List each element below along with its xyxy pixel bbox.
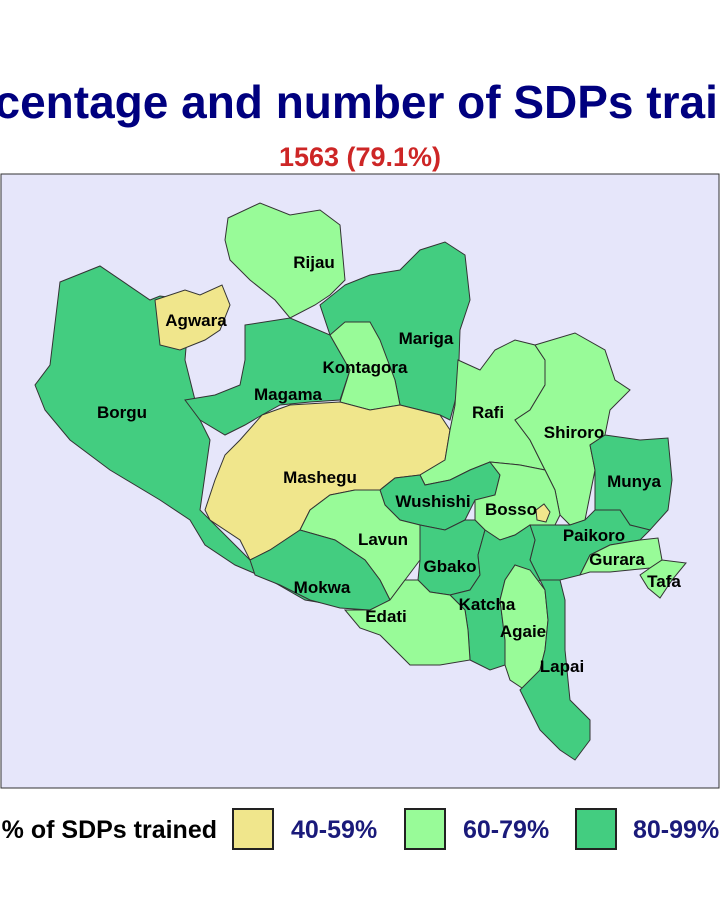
label-mariga: Mariga bbox=[399, 329, 454, 348]
legend-title: % of SDPs trained bbox=[1, 816, 217, 844]
label-agaie: Agaie bbox=[500, 622, 546, 641]
label-lapai: Lapai bbox=[540, 657, 584, 676]
label-borgu: Borgu bbox=[97, 403, 147, 422]
label-tafa: Tafa bbox=[647, 572, 681, 591]
label-bosso: Bosso bbox=[485, 500, 537, 519]
region-tafa[interactable] bbox=[639, 559, 687, 599]
region-lapai[interactable] bbox=[519, 579, 591, 761]
label-gbako: Gbako bbox=[424, 557, 477, 576]
label-agwara: Agwara bbox=[165, 311, 227, 330]
region-edati[interactable] bbox=[343, 579, 471, 666]
legend-swatch-80-99 bbox=[575, 808, 617, 850]
map-subtitle: 1563 (79.1%) bbox=[278, 142, 442, 172]
label-lavun: Lavun bbox=[358, 530, 408, 549]
region-bosso-enclave bbox=[535, 503, 551, 523]
label-gurara: Gurara bbox=[589, 550, 645, 569]
label-edati: Edati bbox=[365, 607, 407, 626]
label-shiroro: Shiroro bbox=[544, 423, 604, 442]
region-kontagora[interactable] bbox=[329, 321, 401, 411]
legend-label-40-59: 40-59% bbox=[291, 816, 378, 844]
label-mashegu: Mashegu bbox=[283, 468, 357, 487]
map-title: Percentage and number of SDPs trained bbox=[0, 76, 720, 128]
label-rijau: Rijau bbox=[293, 253, 335, 272]
legend-label-80-99: 80-99% bbox=[633, 816, 720, 844]
legend-swatch-40-59 bbox=[232, 808, 274, 850]
region-rijau[interactable] bbox=[224, 202, 346, 319]
label-mokwa: Mokwa bbox=[294, 578, 351, 597]
label-katcha: Katcha bbox=[459, 595, 516, 614]
legend-swatch-60-79 bbox=[404, 808, 446, 850]
label-kontagora: Kontagora bbox=[323, 358, 409, 377]
label-wushishi: Wushishi bbox=[395, 492, 470, 511]
label-magama: Magama bbox=[254, 385, 323, 404]
label-rafi: Rafi bbox=[472, 403, 504, 422]
label-munya: Munya bbox=[607, 472, 661, 491]
legend-label-60-79: 60-79% bbox=[463, 816, 550, 844]
label-paikoro: Paikoro bbox=[563, 526, 625, 545]
region-agwara[interactable] bbox=[154, 284, 231, 351]
